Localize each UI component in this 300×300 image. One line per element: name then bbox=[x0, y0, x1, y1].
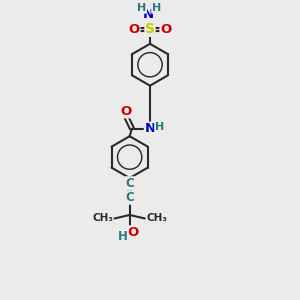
Text: O: O bbox=[128, 226, 139, 239]
Text: O: O bbox=[120, 105, 131, 118]
Text: H: H bbox=[155, 122, 164, 132]
Text: CH₃: CH₃ bbox=[146, 214, 167, 224]
Text: O: O bbox=[129, 23, 140, 36]
Text: C: C bbox=[125, 191, 134, 204]
Text: S: S bbox=[145, 22, 155, 36]
Text: CH₃: CH₃ bbox=[92, 214, 113, 224]
Text: H: H bbox=[152, 3, 161, 13]
Text: N: N bbox=[142, 8, 154, 21]
Text: C: C bbox=[125, 177, 134, 190]
Text: H: H bbox=[137, 3, 146, 13]
Text: O: O bbox=[160, 23, 171, 36]
Text: H: H bbox=[118, 230, 128, 243]
Text: N: N bbox=[144, 122, 156, 135]
